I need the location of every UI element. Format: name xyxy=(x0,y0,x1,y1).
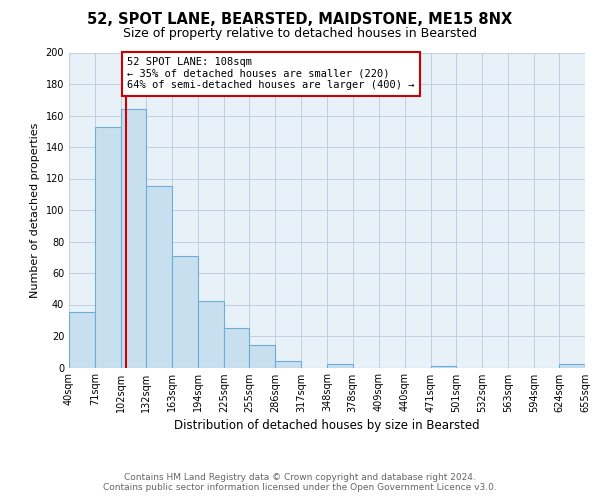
Y-axis label: Number of detached properties: Number of detached properties xyxy=(30,122,40,298)
Bar xyxy=(224,328,250,368)
Bar xyxy=(95,126,121,368)
Bar xyxy=(328,364,353,368)
Bar xyxy=(250,346,275,368)
Text: 52 SPOT LANE: 108sqm
← 35% of detached houses are smaller (220)
64% of semi-deta: 52 SPOT LANE: 108sqm ← 35% of detached h… xyxy=(127,57,415,90)
Bar xyxy=(121,109,146,368)
Bar xyxy=(198,302,224,368)
Text: Size of property relative to detached houses in Bearsted: Size of property relative to detached ho… xyxy=(123,28,477,40)
Bar xyxy=(172,256,198,368)
Text: Contains HM Land Registry data © Crown copyright and database right 2024.
Contai: Contains HM Land Registry data © Crown c… xyxy=(103,473,497,492)
Text: 52, SPOT LANE, BEARSTED, MAIDSTONE, ME15 8NX: 52, SPOT LANE, BEARSTED, MAIDSTONE, ME15… xyxy=(88,12,512,28)
Bar xyxy=(431,366,456,368)
Bar xyxy=(146,186,172,368)
Bar xyxy=(559,364,585,368)
X-axis label: Distribution of detached houses by size in Bearsted: Distribution of detached houses by size … xyxy=(174,419,480,432)
Bar xyxy=(275,361,301,368)
Bar xyxy=(69,312,95,368)
